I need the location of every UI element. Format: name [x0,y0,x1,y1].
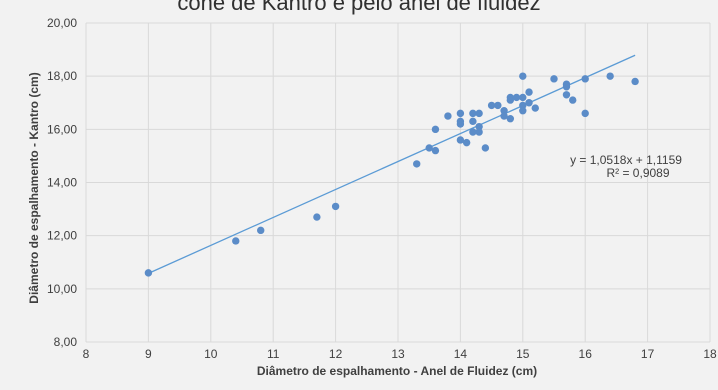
data-point [456,109,465,118]
y-tick-label: 20,00 [47,16,77,30]
data-point [456,136,465,144]
data-point [475,128,483,136]
data-point [475,109,483,118]
data-point [494,101,502,110]
data-point [313,213,321,221]
data-point [519,93,527,102]
x-tick-label: 13 [391,347,405,361]
data-point [475,122,483,131]
data-point [500,112,508,120]
data-point [525,88,533,96]
data-point [506,115,515,123]
data-point [631,77,639,86]
chart-title: cone de Kantro e pelo anel de fluidez [177,0,540,15]
y-tick-label: 10,00 [47,282,77,296]
y-tick-label: 18,00 [47,69,77,83]
r-squared-label: R² = 0,9089 [606,166,669,180]
data-point [144,269,153,277]
grid-lines [85,22,711,343]
data-points [144,72,639,277]
x-tick-label: 15 [516,347,530,361]
data-point [519,101,527,110]
data-point [444,112,452,120]
x-tick-label: 18 [703,347,717,361]
x-tick-label: 16 [579,347,593,361]
data-point [487,101,496,110]
data-point [606,72,614,80]
y-tick-label: 8,00 [54,335,78,349]
data-point [481,144,490,152]
y-tick-label: 12,00 [47,229,77,243]
x-axis-ticks: 8 9 10 11 12 13 14 15 16 17 18 [83,347,717,361]
y-tick-label: 14,00 [47,176,77,190]
x-tick-label: 12 [329,347,343,361]
data-point [562,83,571,91]
data-point [500,107,508,115]
data-point [519,72,527,80]
x-tick-label: 8 [83,347,90,361]
data-point [413,160,421,168]
data-point [469,117,477,126]
data-point [531,104,539,112]
x-tick-label: 17 [641,347,655,361]
y-axis-label: Diâmetro de espalhamento - Kantro (cm) [27,72,41,303]
data-point [257,226,265,235]
data-point [232,237,240,245]
y-tick-label: 16,00 [47,122,77,136]
trendline-group [148,54,636,274]
x-tick-label: 10 [204,347,218,361]
data-point [462,138,471,147]
trendline-equation: y = 1,0518x + 1,1159 [570,153,682,167]
data-point [581,75,589,83]
data-point [469,109,477,118]
data-point [425,144,433,152]
data-point [331,202,340,211]
data-point [431,146,440,155]
data-point [581,109,589,118]
data-point [456,120,465,128]
data-point [562,91,571,99]
data-point [525,99,533,107]
data-point [550,75,558,83]
trendline [148,54,636,274]
x-tick-label: 11 [267,347,280,361]
data-point [431,125,440,134]
data-point [506,96,515,104]
x-axis-label: Diâmetro de espalhamento - Anel de Fluid… [257,364,537,378]
y-axis-ticks: 8,00 10,00 12,00 14,00 16,00 18,00 20,00 [47,16,77,349]
x-tick-label: 9 [145,347,152,361]
x-tick-label: 14 [454,347,468,361]
data-point [469,128,477,136]
data-point [569,96,577,104]
data-point [519,107,527,115]
data-point [512,93,521,102]
